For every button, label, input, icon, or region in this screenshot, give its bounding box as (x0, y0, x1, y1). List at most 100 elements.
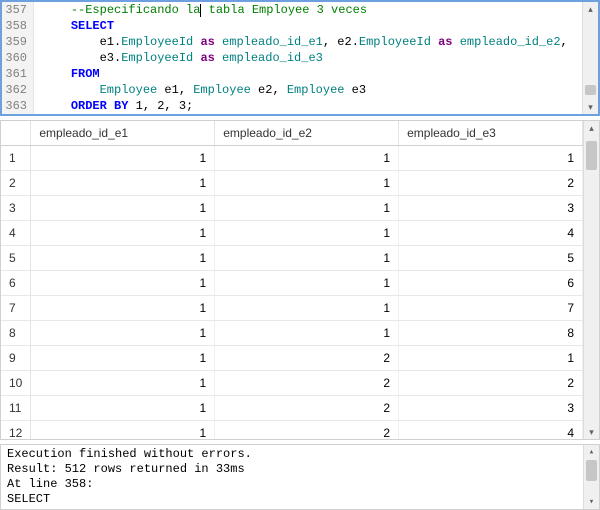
table-cell[interactable]: 1 (215, 296, 399, 321)
table-cell[interactable]: 2 (399, 371, 583, 396)
table-cell[interactable]: 1 (31, 296, 215, 321)
code-content[interactable]: SELECT (34, 18, 582, 34)
line-number: 359 (2, 34, 34, 50)
editor-scroll-thumb[interactable] (585, 85, 596, 95)
table-cell[interactable]: 1 (215, 196, 399, 221)
row-number: 5 (1, 246, 31, 271)
code-line[interactable]: 357 --Especificando la tabla Employee 3 … (2, 2, 582, 18)
table-cell[interactable]: 7 (399, 296, 583, 321)
scroll-up-icon[interactable]: ▴ (584, 445, 599, 459)
table-row[interactable]: 11123 (1, 396, 583, 421)
row-number: 4 (1, 221, 31, 246)
results-scroll-thumb[interactable] (586, 141, 597, 170)
line-number: 361 (2, 66, 34, 82)
code-line[interactable]: 363 ORDER BY 1, 2, 3; (2, 98, 582, 114)
code-line[interactable]: 361 FROM (2, 66, 582, 82)
table-row[interactable]: 7117 (1, 296, 583, 321)
table-row[interactable]: 9121 (1, 346, 583, 371)
table-cell[interactable]: 1 (31, 271, 215, 296)
results-scroll-track[interactable] (584, 135, 599, 425)
table-cell[interactable]: 1 (31, 221, 215, 246)
table-row[interactable]: 10122 (1, 371, 583, 396)
line-number: 357 (2, 2, 34, 18)
table-cell[interactable]: 1 (31, 396, 215, 421)
line-number: 362 (2, 82, 34, 98)
column-header[interactable]: empleado_id_e2 (215, 121, 399, 146)
results-table: empleado_id_e1empleado_id_e2empleado_id_… (1, 121, 583, 439)
table-cell[interactable]: 1 (31, 321, 215, 346)
code-line[interactable]: 362 Employee e1, Employee e2, Employee e… (2, 82, 582, 98)
row-number: 1 (1, 146, 31, 171)
scroll-up-icon[interactable]: ▴ (584, 121, 599, 135)
table-cell[interactable]: 5 (399, 246, 583, 271)
table-cell[interactable]: 2 (215, 371, 399, 396)
column-header[interactable]: empleado_id_e3 (399, 121, 583, 146)
code-line[interactable]: 358 SELECT (2, 18, 582, 34)
table-cell[interactable]: 1 (31, 421, 215, 440)
table-cell[interactable]: 1 (215, 221, 399, 246)
results-panel: empleado_id_e1empleado_id_e2empleado_id_… (0, 120, 600, 440)
table-cell[interactable]: 2 (215, 346, 399, 371)
table-row[interactable]: 6116 (1, 271, 583, 296)
table-cell[interactable]: 1 (399, 346, 583, 371)
code-content[interactable]: e1.EmployeeId as empleado_id_e1, e2.Empl… (34, 34, 582, 50)
table-cell[interactable]: 1 (31, 371, 215, 396)
line-number: 360 (2, 50, 34, 66)
table-row[interactable]: 3113 (1, 196, 583, 221)
row-number: 7 (1, 296, 31, 321)
code-content[interactable]: Employee e1, Employee e2, Employee e3 (34, 82, 582, 98)
table-cell[interactable]: 1 (31, 146, 215, 171)
scroll-down-icon[interactable]: ▾ (584, 495, 599, 509)
messages-scroll-thumb[interactable] (586, 460, 597, 482)
table-cell[interactable]: 1 (31, 171, 215, 196)
table-cell[interactable]: 2 (215, 421, 399, 440)
table-cell[interactable]: 1 (31, 246, 215, 271)
code-content[interactable]: FROM (34, 66, 582, 82)
editor-scrollbar[interactable]: ▴ ▾ (582, 2, 598, 114)
table-cell[interactable]: 1 (215, 246, 399, 271)
scroll-down-icon[interactable]: ▾ (584, 425, 599, 439)
scroll-up-icon[interactable]: ▴ (583, 2, 598, 16)
row-number: 6 (1, 271, 31, 296)
code-content[interactable]: --Especificando la tabla Employee 3 vece… (34, 2, 582, 18)
table-cell[interactable]: 1 (215, 271, 399, 296)
table-cell[interactable]: 6 (399, 271, 583, 296)
table-cell[interactable]: 1 (31, 196, 215, 221)
column-header[interactable]: empleado_id_e1 (31, 121, 215, 146)
line-number: 363 (2, 98, 34, 114)
table-cell[interactable]: 1 (215, 146, 399, 171)
editor-scroll-track[interactable] (583, 16, 598, 100)
table-cell[interactable]: 4 (399, 421, 583, 440)
sql-editor[interactable]: 357 --Especificando la tabla Employee 3 … (2, 2, 582, 114)
table-cell[interactable]: 2 (399, 171, 583, 196)
table-cell[interactable]: 1 (31, 346, 215, 371)
scroll-down-icon[interactable]: ▾ (583, 100, 598, 114)
table-row[interactable]: 1111 (1, 146, 583, 171)
line-number: 358 (2, 18, 34, 34)
code-content[interactable]: ORDER BY 1, 2, 3; (34, 98, 582, 114)
table-cell[interactable]: 3 (399, 396, 583, 421)
table-cell[interactable]: 1 (215, 321, 399, 346)
table-row[interactable]: 5115 (1, 246, 583, 271)
results-scrollbar[interactable]: ▴ ▾ (583, 121, 599, 439)
messages-scroll-track[interactable] (584, 459, 599, 495)
row-number-header (1, 121, 31, 146)
table-cell[interactable]: 2 (215, 396, 399, 421)
sql-editor-panel: 357 --Especificando la tabla Employee 3 … (0, 0, 600, 116)
code-line[interactable]: 359 e1.EmployeeId as empleado_id_e1, e2.… (2, 34, 582, 50)
messages-scrollbar[interactable]: ▴ ▾ (583, 445, 599, 509)
results-grid[interactable]: empleado_id_e1empleado_id_e2empleado_id_… (1, 121, 583, 439)
code-line[interactable]: 360 e3.EmployeeId as empleado_id_e3 (2, 50, 582, 66)
table-cell[interactable]: 4 (399, 221, 583, 246)
table-cell[interactable]: 3 (399, 196, 583, 221)
code-content[interactable]: e3.EmployeeId as empleado_id_e3 (34, 50, 582, 66)
table-row[interactable]: 12124 (1, 421, 583, 440)
row-number: 3 (1, 196, 31, 221)
table-row[interactable]: 4114 (1, 221, 583, 246)
table-cell[interactable]: 1 (399, 146, 583, 171)
table-row[interactable]: 8118 (1, 321, 583, 346)
table-row[interactable]: 2112 (1, 171, 583, 196)
table-cell[interactable]: 1 (215, 171, 399, 196)
row-number: 8 (1, 321, 31, 346)
table-cell[interactable]: 8 (399, 321, 583, 346)
